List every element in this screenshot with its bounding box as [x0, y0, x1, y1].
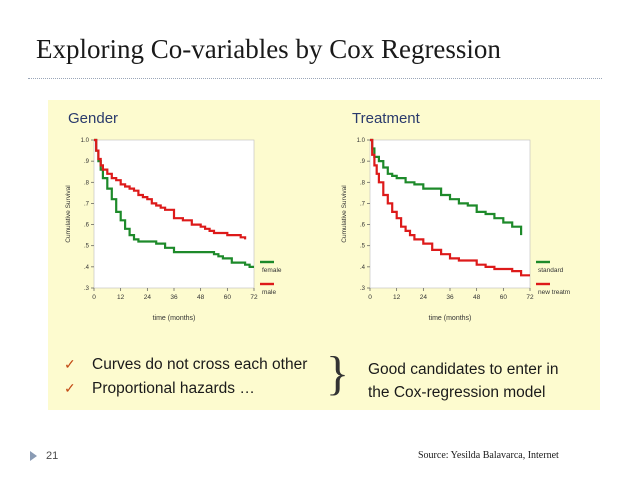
checkmark-icon: ✓ [64, 356, 76, 372]
y-tick-label: .8 [84, 180, 90, 186]
y-tick-label: .5 [84, 244, 90, 250]
checkmark-icon: ✓ [64, 380, 76, 396]
y-tick-label: .4 [360, 265, 366, 271]
page-marker-icon [30, 451, 37, 461]
y-tick-label: .5 [360, 244, 366, 250]
bullet-item: ✓ Curves do not cross each other [62, 356, 307, 380]
y-axis-label: Cumulative Survival [65, 185, 72, 243]
y-tick-label: 1.0 [357, 138, 366, 144]
legend-label: female [262, 267, 282, 274]
bullet-text: Curves do not cross each other [92, 356, 308, 373]
x-axis-label: time (months) [429, 315, 472, 322]
y-tick-label: .8 [360, 180, 366, 186]
x-tick-label: 12 [393, 294, 401, 301]
series-line-new-treatm [370, 138, 530, 277]
y-tick-label: 1.0 [81, 138, 90, 144]
y-tick-label: .7 [360, 201, 366, 207]
x-tick-label: 60 [500, 294, 508, 301]
chart-title-treatment: Treatment [352, 110, 420, 127]
survival-chart-gender: .3 .4 .5 .6 .7 .8 .9 1.0 0 12 24 36 48 60 72 time (mont… [65, 138, 282, 322]
x-tick-label: 60 [224, 294, 232, 301]
y-tick-label: .9 [360, 159, 366, 165]
x-tick-label: 12 [117, 294, 125, 301]
slide-title: Exploring Co-variables by Cox Regression [36, 34, 501, 64]
bullet-item: ✓ Proportional hazards … [62, 380, 307, 404]
conclusion-line: the Cox-regression model [368, 384, 546, 401]
series-line-standard [370, 138, 523, 236]
series-line-female [94, 138, 254, 268]
y-tick-label: .3 [360, 286, 366, 292]
x-tick-label: 72 [526, 294, 534, 301]
x-tick-label: 24 [420, 294, 428, 301]
x-tick-label: 48 [473, 294, 481, 301]
bullet-text: Proportional hazards … [92, 380, 255, 397]
legend-label: standard [538, 267, 564, 274]
conclusion-text: Good candidates to enter in the Cox-regr… [368, 358, 558, 404]
plot-area [369, 139, 531, 289]
bullet-list: ✓ Curves do not cross each other ✓ Propo… [62, 356, 307, 404]
survival-chart-treatment: .3 .4 .5 .6 .7 .8 .9 1.0 0 12 24 36 48 60 72 time (mont… [341, 138, 570, 322]
x-tick-label: 0 [92, 294, 96, 301]
y-tick-label: .9 [84, 159, 90, 165]
legend-label: male [262, 289, 276, 296]
page-number: 21 [46, 450, 59, 462]
series-line-male [94, 138, 247, 240]
source-citation: Source: Yesilda Balavarca, Internet [418, 450, 559, 461]
right-brace-icon: } [326, 347, 350, 400]
x-tick-label: 72 [250, 294, 258, 301]
x-axis-label: time (months) [153, 315, 196, 322]
y-axis-label: Cumulative Survival [341, 185, 348, 243]
legend-label: new treatm [538, 289, 570, 296]
y-tick-label: .7 [84, 201, 90, 207]
y-tick-label: .3 [84, 286, 90, 292]
title-divider [28, 78, 602, 79]
chart-title-gender: Gender [68, 110, 119, 127]
y-tick-label: .6 [360, 223, 366, 229]
x-tick-label: 0 [368, 294, 372, 301]
y-tick-label: .4 [84, 265, 90, 271]
y-tick-label: .6 [84, 223, 90, 229]
x-tick-label: 36 [170, 294, 178, 301]
x-tick-label: 24 [144, 294, 152, 301]
conclusion-line: Good candidates to enter in [368, 361, 559, 378]
x-tick-label: 36 [446, 294, 454, 301]
x-tick-label: 48 [197, 294, 205, 301]
